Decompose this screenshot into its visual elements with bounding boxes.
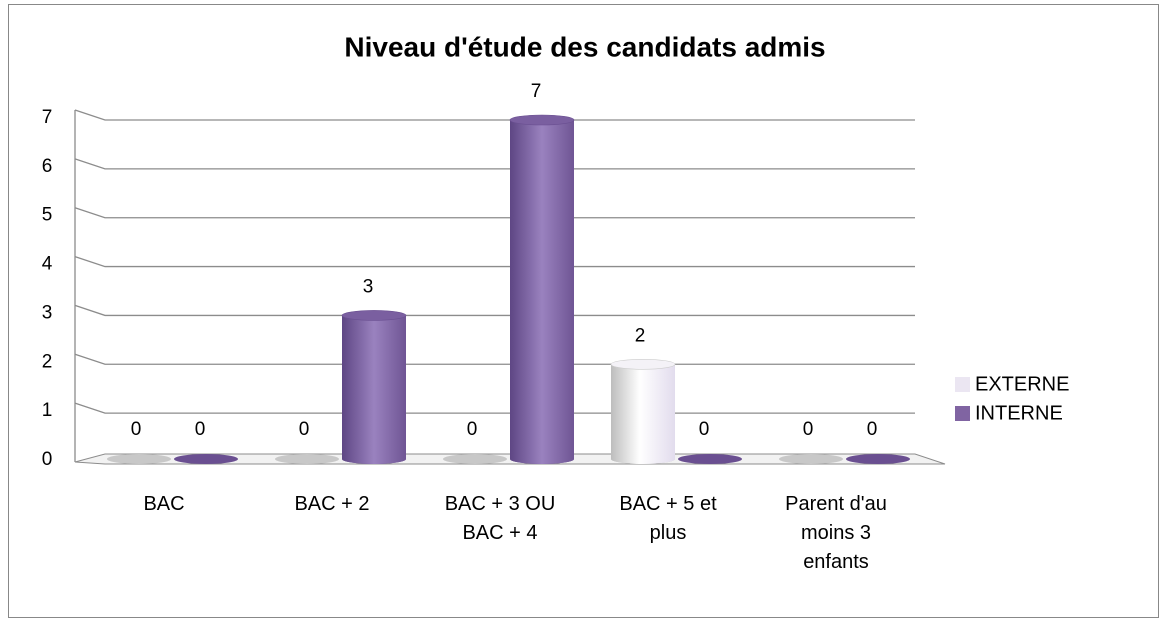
bar bbox=[275, 454, 339, 464]
bar-part bbox=[275, 454, 339, 464]
y-tick-label: 7 bbox=[42, 107, 53, 128]
bar bbox=[678, 454, 742, 464]
bar-part bbox=[779, 454, 843, 464]
x-tick-label: Parent d'au moins 3 enfants bbox=[785, 493, 887, 573]
bar bbox=[174, 454, 238, 464]
value-label: 0 bbox=[803, 419, 814, 440]
grid-line bbox=[74, 158, 915, 170]
bar-part bbox=[510, 120, 574, 459]
bar-part bbox=[443, 454, 507, 464]
bar-part bbox=[846, 454, 910, 464]
value-label: 0 bbox=[867, 419, 878, 440]
value-label: 0 bbox=[299, 419, 310, 440]
bar-part bbox=[509, 114, 575, 126]
bar bbox=[509, 114, 575, 464]
y-tick-label: 5 bbox=[42, 205, 53, 226]
y-tick-label: 1 bbox=[42, 400, 53, 421]
y-tick-label: 3 bbox=[42, 302, 53, 323]
bar-part bbox=[611, 454, 675, 464]
value-label: 7 bbox=[531, 81, 542, 102]
value-label: 3 bbox=[363, 276, 374, 297]
bar-part bbox=[342, 315, 406, 459]
bar bbox=[610, 358, 676, 464]
bar bbox=[107, 454, 171, 464]
bar bbox=[341, 310, 407, 464]
bar-part bbox=[610, 358, 676, 370]
y-tick-label: 4 bbox=[42, 254, 53, 275]
legend-swatch bbox=[955, 406, 970, 421]
y-tick-label: 0 bbox=[42, 449, 53, 470]
bar-part bbox=[107, 454, 171, 464]
value-label: 0 bbox=[467, 419, 478, 440]
bar-part bbox=[341, 310, 407, 321]
grid-line bbox=[74, 255, 915, 268]
chart-title: Niveau d'étude des candidats admis bbox=[344, 31, 825, 62]
chart-border bbox=[8, 4, 1159, 618]
bar bbox=[779, 454, 843, 464]
bar bbox=[846, 454, 910, 464]
legend-label: INTERNE bbox=[975, 402, 1063, 424]
value-label: 0 bbox=[195, 419, 206, 440]
y-tick-label: 2 bbox=[42, 351, 53, 372]
grid-line bbox=[74, 207, 915, 219]
bar-part bbox=[342, 454, 406, 464]
bar-part bbox=[678, 454, 742, 464]
y-tick-label: 6 bbox=[42, 156, 53, 177]
grid-line bbox=[74, 109, 915, 121]
bar-part bbox=[611, 364, 675, 459]
x-tick-label: BAC + 3 OU BAC + 4 bbox=[444, 493, 556, 544]
bar-part bbox=[174, 454, 238, 464]
bar bbox=[443, 454, 507, 464]
x-tick-label: BAC + 2 bbox=[294, 493, 370, 515]
value-label: 0 bbox=[699, 419, 710, 440]
grid-line bbox=[74, 304, 915, 317]
legend-label: EXTERNE bbox=[975, 373, 1069, 395]
value-label: 2 bbox=[635, 325, 646, 346]
x-tick-label: BAC bbox=[143, 493, 185, 515]
x-tick-label: BAC + 5 et plus bbox=[619, 493, 717, 544]
legend-swatch bbox=[955, 377, 970, 392]
bar-part bbox=[510, 454, 574, 464]
value-label: 0 bbox=[131, 419, 142, 440]
